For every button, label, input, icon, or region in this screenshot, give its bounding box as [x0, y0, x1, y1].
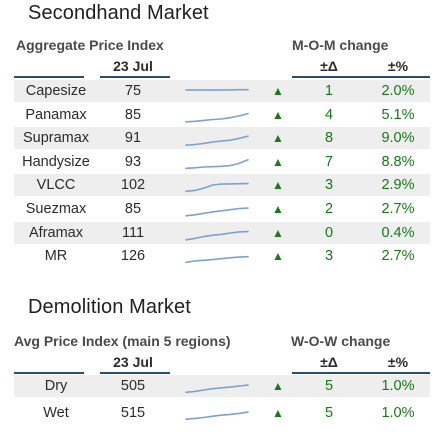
price-index-value: 515	[120, 405, 146, 421]
change-delta: 0	[324, 224, 334, 241]
change-delta: 5	[324, 378, 334, 394]
change-percent: 1.0%	[381, 405, 415, 421]
price-index-value: 91	[124, 130, 142, 147]
change-delta: 5	[324, 405, 334, 421]
vessel-name: Wet	[43, 405, 69, 421]
up-arrow-icon: ▲	[272, 406, 284, 420]
vessel-name: Supramax	[22, 130, 90, 147]
demolition-header-rule	[292, 372, 430, 374]
secondhand-date: 23 Jul	[113, 58, 153, 74]
change-percent: 9.0%	[381, 130, 415, 147]
change-percent: 2.0%	[381, 83, 415, 99]
vessel-name: Handysize	[22, 153, 90, 170]
up-arrow-icon: ▲	[272, 225, 284, 240]
table-row: MR 126 3 2.7% ▲	[14, 245, 430, 267]
table-row: Supramax 91 8 9.0% ▲	[14, 127, 430, 150]
change-percent: 2.7%	[381, 201, 415, 217]
vessel-name: Capesize	[25, 83, 87, 99]
price-index-value: 111	[121, 224, 145, 241]
change-percent: 2.9%	[381, 177, 415, 194]
change-delta: 4	[324, 106, 334, 123]
demolition-header-rule	[14, 372, 84, 374]
secondhand-index-header: Aggregate Price Index	[16, 37, 164, 53]
change-delta: 3	[324, 248, 334, 265]
table-row: Dry 505 5 1.0% ▲	[14, 375, 430, 397]
change-delta: 1	[324, 83, 334, 99]
up-arrow-icon: ▲	[272, 154, 284, 169]
change-delta: 8	[324, 130, 334, 147]
up-arrow-icon: ▲	[272, 107, 284, 122]
trend-sparkline	[184, 198, 256, 220]
price-index-value: 85	[124, 106, 142, 123]
trend-sparkline	[184, 174, 256, 196]
table-row: Suezmax 85 2 2.7% ▲	[14, 198, 430, 220]
demolition-title: Demolition Market	[28, 296, 191, 318]
trend-sparkline	[184, 245, 256, 267]
secondhand-change-header: M-O-M change	[292, 37, 389, 53]
change-delta: 3	[324, 177, 334, 194]
demolition-header-rule	[100, 372, 170, 374]
trend-sparkline	[184, 375, 256, 397]
table-row: Handysize 93 7 8.8% ▲	[14, 151, 430, 173]
secondhand-title: Secondhand Market	[28, 2, 209, 24]
secondhand-header-rule	[292, 76, 430, 78]
demolition-date: 23 Jul	[113, 354, 153, 370]
change-delta: 2	[324, 201, 334, 217]
demolition-pct-header: ±%	[387, 354, 409, 370]
change-percent: 2.7%	[381, 248, 415, 265]
vessel-name: Suezmax	[25, 201, 87, 217]
demolition-index-header: Avg Price Index (main 5 regions)	[14, 333, 231, 349]
price-index-value: 102	[120, 177, 146, 194]
change-percent: 5.1%	[381, 106, 415, 123]
up-arrow-icon: ▲	[272, 379, 284, 393]
change-delta: 7	[324, 153, 334, 170]
price-index-value: 85	[124, 201, 142, 217]
vessel-name: Panamax	[25, 106, 87, 123]
vessel-name: MR	[44, 248, 68, 265]
table-row: Capesize 75 1 2.0% ▲	[14, 80, 430, 102]
table-row: VLCC 102 3 2.9% ▲	[14, 174, 430, 197]
demolition-change-header: W-O-W change	[291, 333, 391, 349]
change-percent: 1.0%	[381, 378, 415, 394]
secondhand-pct-header: ±%	[387, 58, 409, 74]
price-index-value: 126	[120, 248, 146, 265]
trend-sparkline	[184, 222, 256, 244]
secondhand-delta-header: ±Δ	[320, 58, 338, 74]
trend-sparkline	[184, 104, 256, 126]
secondhand-header-rule	[100, 76, 170, 78]
change-percent: 0.4%	[381, 224, 415, 241]
demolition-delta-header: ±Δ	[320, 354, 338, 370]
secondhand-header-rule	[14, 76, 84, 78]
table-row: Panamax 85 4 5.1% ▲	[14, 104, 430, 126]
trend-sparkline	[184, 80, 256, 102]
vessel-name: Aframax	[29, 224, 83, 241]
up-arrow-icon: ▲	[272, 84, 284, 98]
trend-sparkline	[184, 151, 256, 173]
price-index-value: 93	[124, 153, 142, 170]
vessel-name: VLCC	[36, 177, 76, 194]
trend-sparkline	[184, 127, 256, 149]
vessel-name: Dry	[44, 378, 68, 394]
change-percent: 8.8%	[381, 153, 415, 170]
up-arrow-icon: ▲	[272, 202, 284, 216]
trend-sparkline	[184, 402, 256, 424]
price-index-value: 505	[120, 378, 146, 394]
table-row: Aframax 111 0 0.4% ▲	[14, 221, 430, 244]
table-row: Wet 515 5 1.0% ▲	[14, 402, 430, 424]
up-arrow-icon: ▲	[272, 178, 284, 193]
up-arrow-icon: ▲	[272, 131, 284, 146]
price-index-value: 75	[124, 83, 142, 99]
up-arrow-icon: ▲	[272, 249, 284, 264]
